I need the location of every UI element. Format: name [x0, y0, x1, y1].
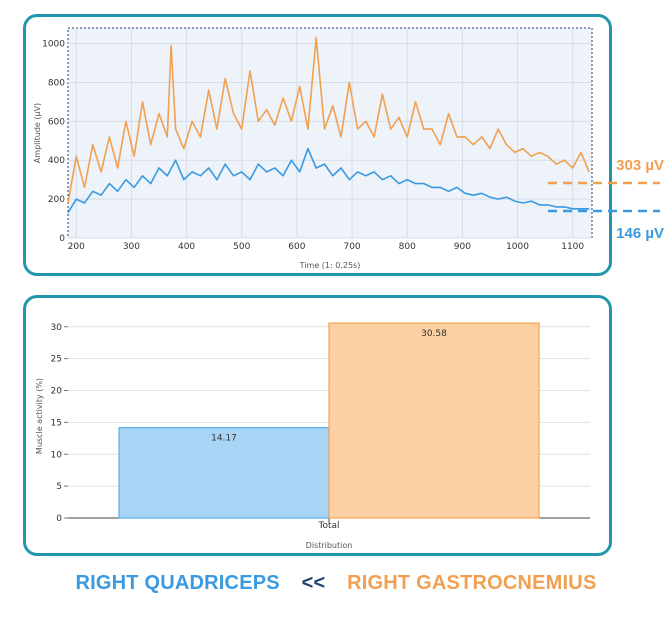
y-axis-title: Amplitude (µV) [33, 103, 42, 163]
plot-area [67, 27, 593, 239]
x-tick-label: Total [317, 521, 339, 531]
x-tick-label: 300 [123, 242, 140, 252]
x-tick-label: 1100 [561, 242, 584, 252]
y-tick-label: 25 [51, 355, 62, 365]
gastrocnemius-bar-value: 30.58 [421, 329, 447, 339]
x-tick-label: 400 [178, 242, 195, 252]
right-quadriceps-label: RIGHT QUADRICEPS [75, 572, 280, 594]
x-tick-label: 200 [68, 242, 85, 252]
x-tick-label: 800 [399, 242, 416, 252]
y-tick-label: 1000 [42, 40, 65, 50]
x-tick-label: 600 [288, 242, 305, 252]
y-tick-label: 0 [59, 234, 65, 244]
y-tick-label: 0 [56, 514, 62, 524]
gastrocnemius-mean-value: 303 µV [616, 157, 664, 174]
x-tick-label: 500 [233, 242, 250, 252]
y-tick-label: 400 [48, 156, 65, 166]
x-tick-label: 1000 [506, 242, 529, 252]
y-tick-label: 200 [48, 195, 65, 205]
y-tick-label: 15 [51, 418, 62, 428]
y-tick-label: 800 [48, 78, 65, 88]
x-axis-title: Distribution [306, 541, 353, 550]
quadriceps-bar [118, 427, 330, 519]
right-gastrocnemius-label: RIGHT GASTROCNEMIUS [347, 572, 597, 594]
quadriceps-mean-value: 146 µV [616, 225, 664, 242]
y-tick-label: 20 [51, 387, 63, 397]
y-tick-label: 600 [48, 117, 65, 127]
x-tick-label: 900 [454, 242, 471, 252]
quadriceps-emg-line [67, 147, 590, 214]
y-tick-label: 10 [51, 450, 63, 460]
gastrocnemius-bar [328, 322, 540, 519]
y-axis-title: Muscle activity (%) [35, 378, 44, 454]
comparison-symbol: << [301, 572, 326, 594]
quadriceps-bar-value: 14.17 [211, 434, 237, 444]
muscle-comparison-caption: RIGHT QUADRICEPS << RIGHT GASTROCNEMIUS [0, 572, 672, 595]
x-axis-title: Time (1: 0.25s) [299, 261, 361, 270]
y-tick-label: 30 [51, 323, 63, 333]
y-tick-label: 5 [56, 482, 62, 492]
x-tick-label: 700 [343, 242, 360, 252]
gastrocnemius-emg-line [67, 36, 590, 204]
